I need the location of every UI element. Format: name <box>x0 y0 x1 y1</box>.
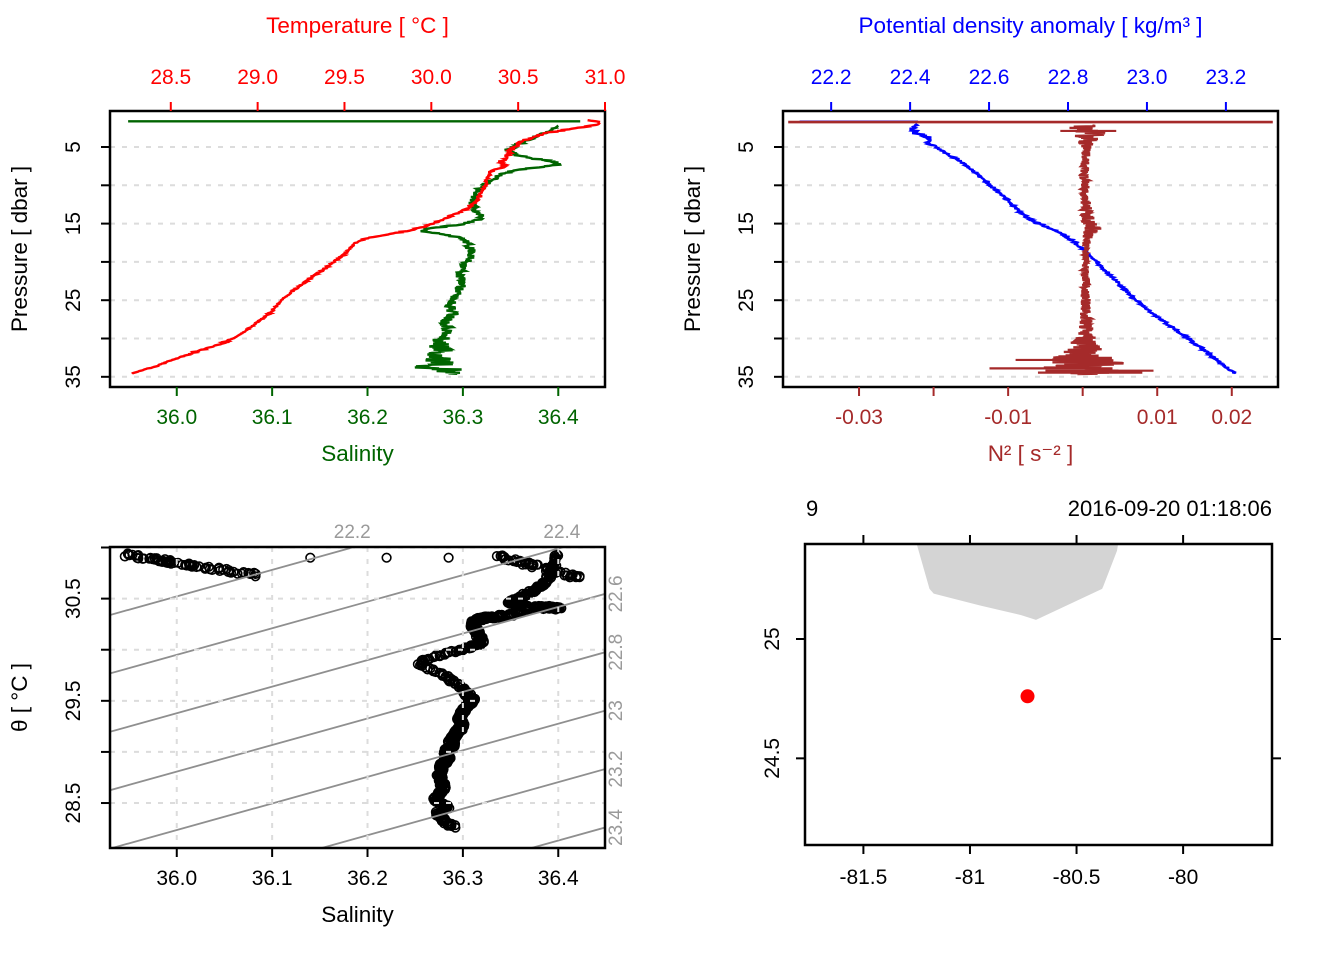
salinity-tick-label: 36.4 <box>538 406 579 429</box>
n2-curve <box>1043 124 1124 376</box>
density-tick-label: 23.0 <box>1127 66 1168 89</box>
panel-temperature-salinity-profiles: 5 15 25 35 Pressure [ dbar ] 28.5 29.0 29.5 30.0… <box>7 13 625 466</box>
pressure-tick-label: 5 <box>62 141 85 153</box>
coastline-polygon <box>916 544 1119 620</box>
panel-density-n2-profiles: 5 15 25 35 Pressure [ dbar ] 22.2 22.4 22.6 22.8… <box>680 13 1280 466</box>
pressure-tick-label: 35 <box>62 365 85 388</box>
n2-tick-label: -0.01 <box>984 406 1032 429</box>
longitude-tick-label: -80.5 <box>1053 866 1101 889</box>
n2-tick-label: -0.03 <box>835 406 883 429</box>
salinity-tick-label: 36.3 <box>442 406 483 429</box>
ts-scatter <box>119 548 585 833</box>
n2-tick-label: 0.01 <box>1137 406 1178 429</box>
salinity-tick-label: 36.3 <box>442 867 483 890</box>
density-curve <box>908 123 1238 375</box>
density-tick-label: 22.2 <box>811 66 852 89</box>
isopycnal-label: 23.4 <box>606 809 627 846</box>
temperature-tick-label: 29.5 <box>324 66 365 89</box>
station-id-label: 9 <box>806 496 818 521</box>
panel-station-map: -81.5 -81 -80.5 -80 25 24.5 9 2016-09-20 01:18:… <box>761 496 1281 889</box>
latitude-tick-label: 25 <box>761 627 784 650</box>
isopycnal-label: 22.8 <box>606 634 627 671</box>
salinity-tick-label: 36.1 <box>252 406 293 429</box>
pressure-axis-title: Pressure [ dbar ] <box>7 166 32 332</box>
pressure-tick-label: 25 <box>735 289 758 312</box>
density-tick-label: 22.4 <box>890 66 931 89</box>
latitude-tick-label: 24.5 <box>761 738 784 779</box>
salinity-axis-title: Salinity <box>321 441 394 466</box>
theta-tick-label: 30.5 <box>62 578 85 619</box>
isopycnal-label: 22.4 <box>543 522 580 543</box>
longitude-tick-label: -81 <box>955 866 985 889</box>
salinity-curve <box>414 124 562 375</box>
pressure-tick-label: 15 <box>62 212 85 235</box>
density-tick-label: 22.6 <box>969 66 1010 89</box>
isopycnal-label: 23 <box>606 700 627 721</box>
n2-tick-label: 0.02 <box>1211 406 1252 429</box>
salinity-tick-label: 36.0 <box>156 867 197 890</box>
isopycnal-label: 23.2 <box>606 751 627 788</box>
station-marker <box>1020 689 1035 704</box>
isopycnal-label: 22.2 <box>334 522 371 543</box>
temperature-axis-title: Temperature [ °C ] <box>266 13 449 38</box>
temperature-curve <box>131 119 601 375</box>
longitude-tick-label: -81.5 <box>839 866 887 889</box>
temperature-tick-label: 30.5 <box>498 66 539 89</box>
temperature-tick-label: 29.0 <box>237 66 278 89</box>
isopycnal-label: 22.6 <box>606 575 627 612</box>
pressure-tick-label: 35 <box>735 365 758 388</box>
pressure-tick-label: 5 <box>735 141 758 153</box>
theta-tick-label: 28.5 <box>62 783 85 824</box>
salinity-tick-label: 36.2 <box>347 406 388 429</box>
temperature-tick-label: 31.0 <box>585 66 626 89</box>
pressure-tick-label: 15 <box>735 212 758 235</box>
theta-axis-title: θ [ °C ] <box>7 663 32 732</box>
panel-ts-diagram: 22.2 22.4 22.6 22.8 23 23.2 23.4 28.5 29.5 30.5 θ … <box>7 522 627 927</box>
salinity-tick-label: 36.2 <box>347 867 388 890</box>
pressure-tick-label: 25 <box>62 289 85 312</box>
pressure-axis-title: Pressure [ dbar ] <box>680 166 705 332</box>
isopycnal-lines: 22.2 22.4 22.6 22.8 23 23.2 23.4 <box>110 522 627 848</box>
salinity-tick-label: 36.1 <box>252 867 293 890</box>
n2-axis-title: N² [ s⁻² ] <box>988 441 1074 466</box>
longitude-tick-label: -80 <box>1168 866 1198 889</box>
cast-datetime-label: 2016-09-20 01:18:06 <box>1068 496 1272 521</box>
temperature-tick-label: 28.5 <box>150 66 191 89</box>
density-axis-title: Potential density anomaly [ kg/m³ ] <box>859 13 1203 38</box>
temperature-tick-label: 30.0 <box>411 66 452 89</box>
density-tick-label: 22.8 <box>1048 66 1089 89</box>
salinity-axis-title: Salinity <box>321 902 394 927</box>
salinity-tick-label: 36.0 <box>156 406 197 429</box>
salinity-tick-label: 36.4 <box>538 867 579 890</box>
density-tick-label: 23.2 <box>1205 66 1246 89</box>
theta-tick-label: 29.5 <box>62 680 85 721</box>
